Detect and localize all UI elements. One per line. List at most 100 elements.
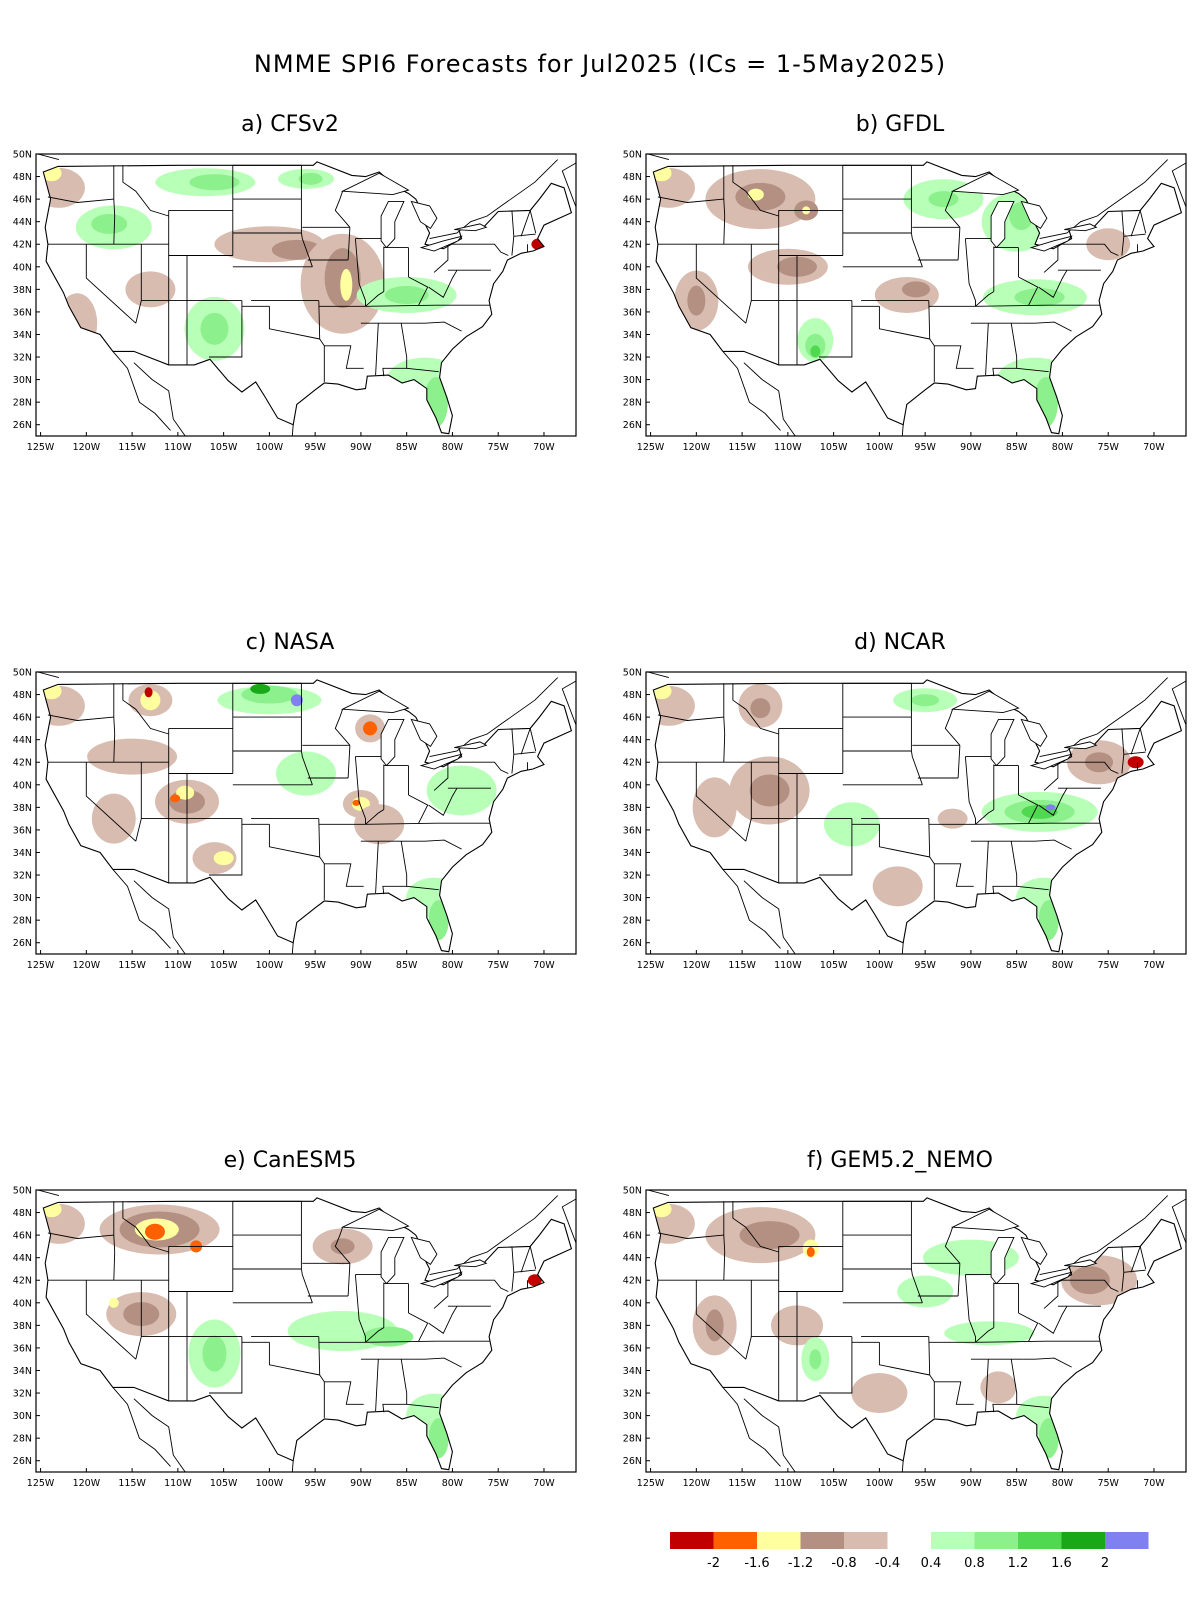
lat-tick-label: 40N xyxy=(623,1298,642,1309)
country-boundary xyxy=(901,942,904,954)
lon-tick-label: 110W xyxy=(164,960,192,971)
lat-tick-label: 50N xyxy=(623,668,642,679)
state-boundary xyxy=(1023,1357,1072,1368)
lat-tick-label: 46N xyxy=(623,1231,642,1242)
legend-label: -2 xyxy=(707,1556,720,1571)
legend-swatch xyxy=(887,1532,931,1549)
lat-tick-label: 44N xyxy=(13,1253,32,1264)
state-boundary xyxy=(113,165,116,245)
state-boundary xyxy=(365,822,490,825)
country-boundary xyxy=(743,880,796,954)
lat-tick-label: 46N xyxy=(623,713,642,724)
lat-tick-label: 50N xyxy=(13,668,32,679)
lat-tick-label: 36N xyxy=(623,307,642,318)
lon-tick-label: 120W xyxy=(683,960,711,971)
lake-outline xyxy=(454,1259,488,1268)
state-boundary xyxy=(695,762,747,842)
state-boundary xyxy=(964,1274,976,1343)
state-boundary xyxy=(529,210,537,234)
state-boundary xyxy=(723,165,726,245)
state-boundary xyxy=(122,165,169,217)
anomaly-blob xyxy=(750,698,771,719)
state-boundary xyxy=(1043,1280,1059,1309)
lat-tick-label: 34N xyxy=(13,1366,32,1377)
lat-tick-label: 40N xyxy=(13,1298,32,1309)
lat-tick-label: 34N xyxy=(623,1366,642,1377)
lon-tick-label: 105W xyxy=(820,1478,848,1489)
anomaly-blob xyxy=(692,777,737,838)
anomaly-blob xyxy=(213,851,234,866)
lake-outline xyxy=(950,172,1020,196)
country-boundary xyxy=(112,1387,171,1467)
lat-tick-label: 40N xyxy=(623,780,642,791)
state-boundary xyxy=(354,756,366,825)
lon-tick-label: 75W xyxy=(1097,442,1119,453)
country-boundary xyxy=(133,1398,186,1472)
lat-tick-label: 42N xyxy=(623,240,642,251)
lon-tick-label: 115W xyxy=(728,960,756,971)
lon-tick-label: 115W xyxy=(118,1478,146,1489)
country-boundary xyxy=(37,154,60,161)
state-boundary xyxy=(375,841,379,894)
boundaries xyxy=(37,154,576,436)
map-frame xyxy=(35,1189,577,1473)
anomaly-blob xyxy=(1038,900,1059,941)
panel-nasa: c) NASA 26N 28N 30N 32N 34N 36N 38N 40N 42N 44N 46… xyxy=(0,630,580,998)
lat-tick-label: 48N xyxy=(13,690,32,701)
lat-tick-label: 46N xyxy=(13,195,32,206)
state-boundary xyxy=(406,367,439,373)
state-boundary xyxy=(1123,751,1146,755)
country-boundary xyxy=(901,424,904,436)
map-frame xyxy=(645,153,1187,437)
state-boundary xyxy=(1018,276,1039,306)
country-boundary xyxy=(37,1190,60,1197)
country-boundary xyxy=(901,1460,904,1472)
state-boundary xyxy=(324,1381,364,1405)
lat-tick-label: 40N xyxy=(623,262,642,273)
boundaries xyxy=(647,154,1186,436)
lat-tick-label: 26N xyxy=(623,1456,642,1467)
lon-tick-label: 70W xyxy=(1143,1478,1165,1489)
anomaly-blob xyxy=(1045,804,1056,811)
state-boundary xyxy=(928,818,935,900)
state-boundary xyxy=(47,196,114,203)
lat-tick-label: 40N xyxy=(13,780,32,791)
anomaly-blob xyxy=(928,191,959,208)
country-boundary xyxy=(561,680,576,726)
legend-label: -0.8 xyxy=(831,1556,856,1571)
lon-tick-label: 75W xyxy=(1097,1478,1119,1489)
lat-tick-label: 30N xyxy=(623,1411,642,1422)
lat-tick-label: 28N xyxy=(13,1434,32,1445)
lat-tick-label: 32N xyxy=(623,353,642,364)
lat-tick-label: 40N xyxy=(13,262,32,273)
state-boundary xyxy=(992,323,1018,377)
map-svg: 26N 28N 30N 32N 34N 36N 38N 40N 42N 44N 46N 48N 50N 1… xyxy=(623,1186,1187,1489)
panel-gem52-nemo: f) GEM5.2_NEMO 26N 28N 30N 32N 34N 36N 38N 40N 4… xyxy=(610,1148,1190,1516)
lon-tick-label: 75W xyxy=(487,1478,509,1489)
state-boundary xyxy=(408,276,429,306)
anomaly-blob xyxy=(1038,1418,1059,1459)
coastline xyxy=(652,1197,1183,1471)
lake-outline xyxy=(990,718,1015,767)
state-boundary xyxy=(975,822,1100,825)
lat-tick-label: 44N xyxy=(623,735,642,746)
lat-tick-label: 26N xyxy=(13,420,32,431)
state-boundary xyxy=(985,1359,989,1412)
lat-tick-label: 38N xyxy=(13,1321,32,1332)
lat-tick-label: 28N xyxy=(623,916,642,927)
country-boundary xyxy=(1039,1195,1169,1276)
lat-tick-label: 48N xyxy=(623,1208,642,1219)
anomaly-blob xyxy=(809,1349,822,1370)
state-boundary xyxy=(745,1280,752,1360)
lat-tick-label: 34N xyxy=(623,848,642,859)
state-boundary xyxy=(428,269,458,298)
state-boundary xyxy=(723,1201,726,1281)
state-boundary xyxy=(1139,210,1147,234)
state-boundary xyxy=(382,323,408,377)
state-boundary xyxy=(1016,1403,1049,1409)
state-boundary xyxy=(365,1340,490,1343)
state-boundary xyxy=(985,841,989,894)
anomaly-blob xyxy=(739,1221,800,1250)
lon-tick-label: 70W xyxy=(533,960,555,971)
state-boundary xyxy=(408,794,429,824)
